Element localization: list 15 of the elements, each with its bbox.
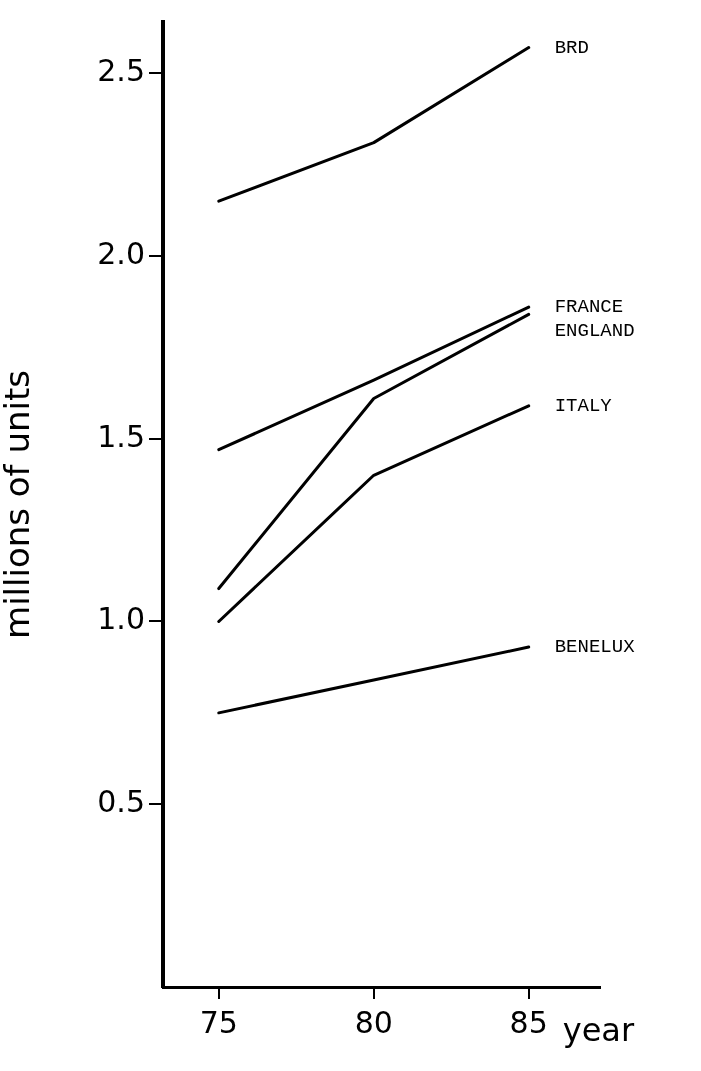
y-tick-label: 1.0 bbox=[97, 601, 145, 637]
series-label: ITALY bbox=[554, 394, 613, 417]
series-label: BENELUX bbox=[554, 636, 636, 659]
x-tick-label: 75 bbox=[199, 1004, 238, 1040]
x-tick-label: 85 bbox=[509, 1004, 548, 1040]
y-tick-label: 0.5 bbox=[97, 784, 145, 820]
y-tick-label: 2.0 bbox=[97, 235, 145, 271]
x-tick-label: 80 bbox=[354, 1004, 393, 1040]
y-tick-label: 2.5 bbox=[97, 52, 145, 88]
series-label: BRD bbox=[554, 36, 589, 59]
y-axis-title: millions of units bbox=[0, 370, 38, 639]
y-tick-label: 1.5 bbox=[97, 418, 145, 454]
series-label: ENGLAND bbox=[554, 320, 635, 343]
x-axis-title: year bbox=[562, 1011, 635, 1050]
series-label: FRANCE bbox=[554, 296, 624, 319]
